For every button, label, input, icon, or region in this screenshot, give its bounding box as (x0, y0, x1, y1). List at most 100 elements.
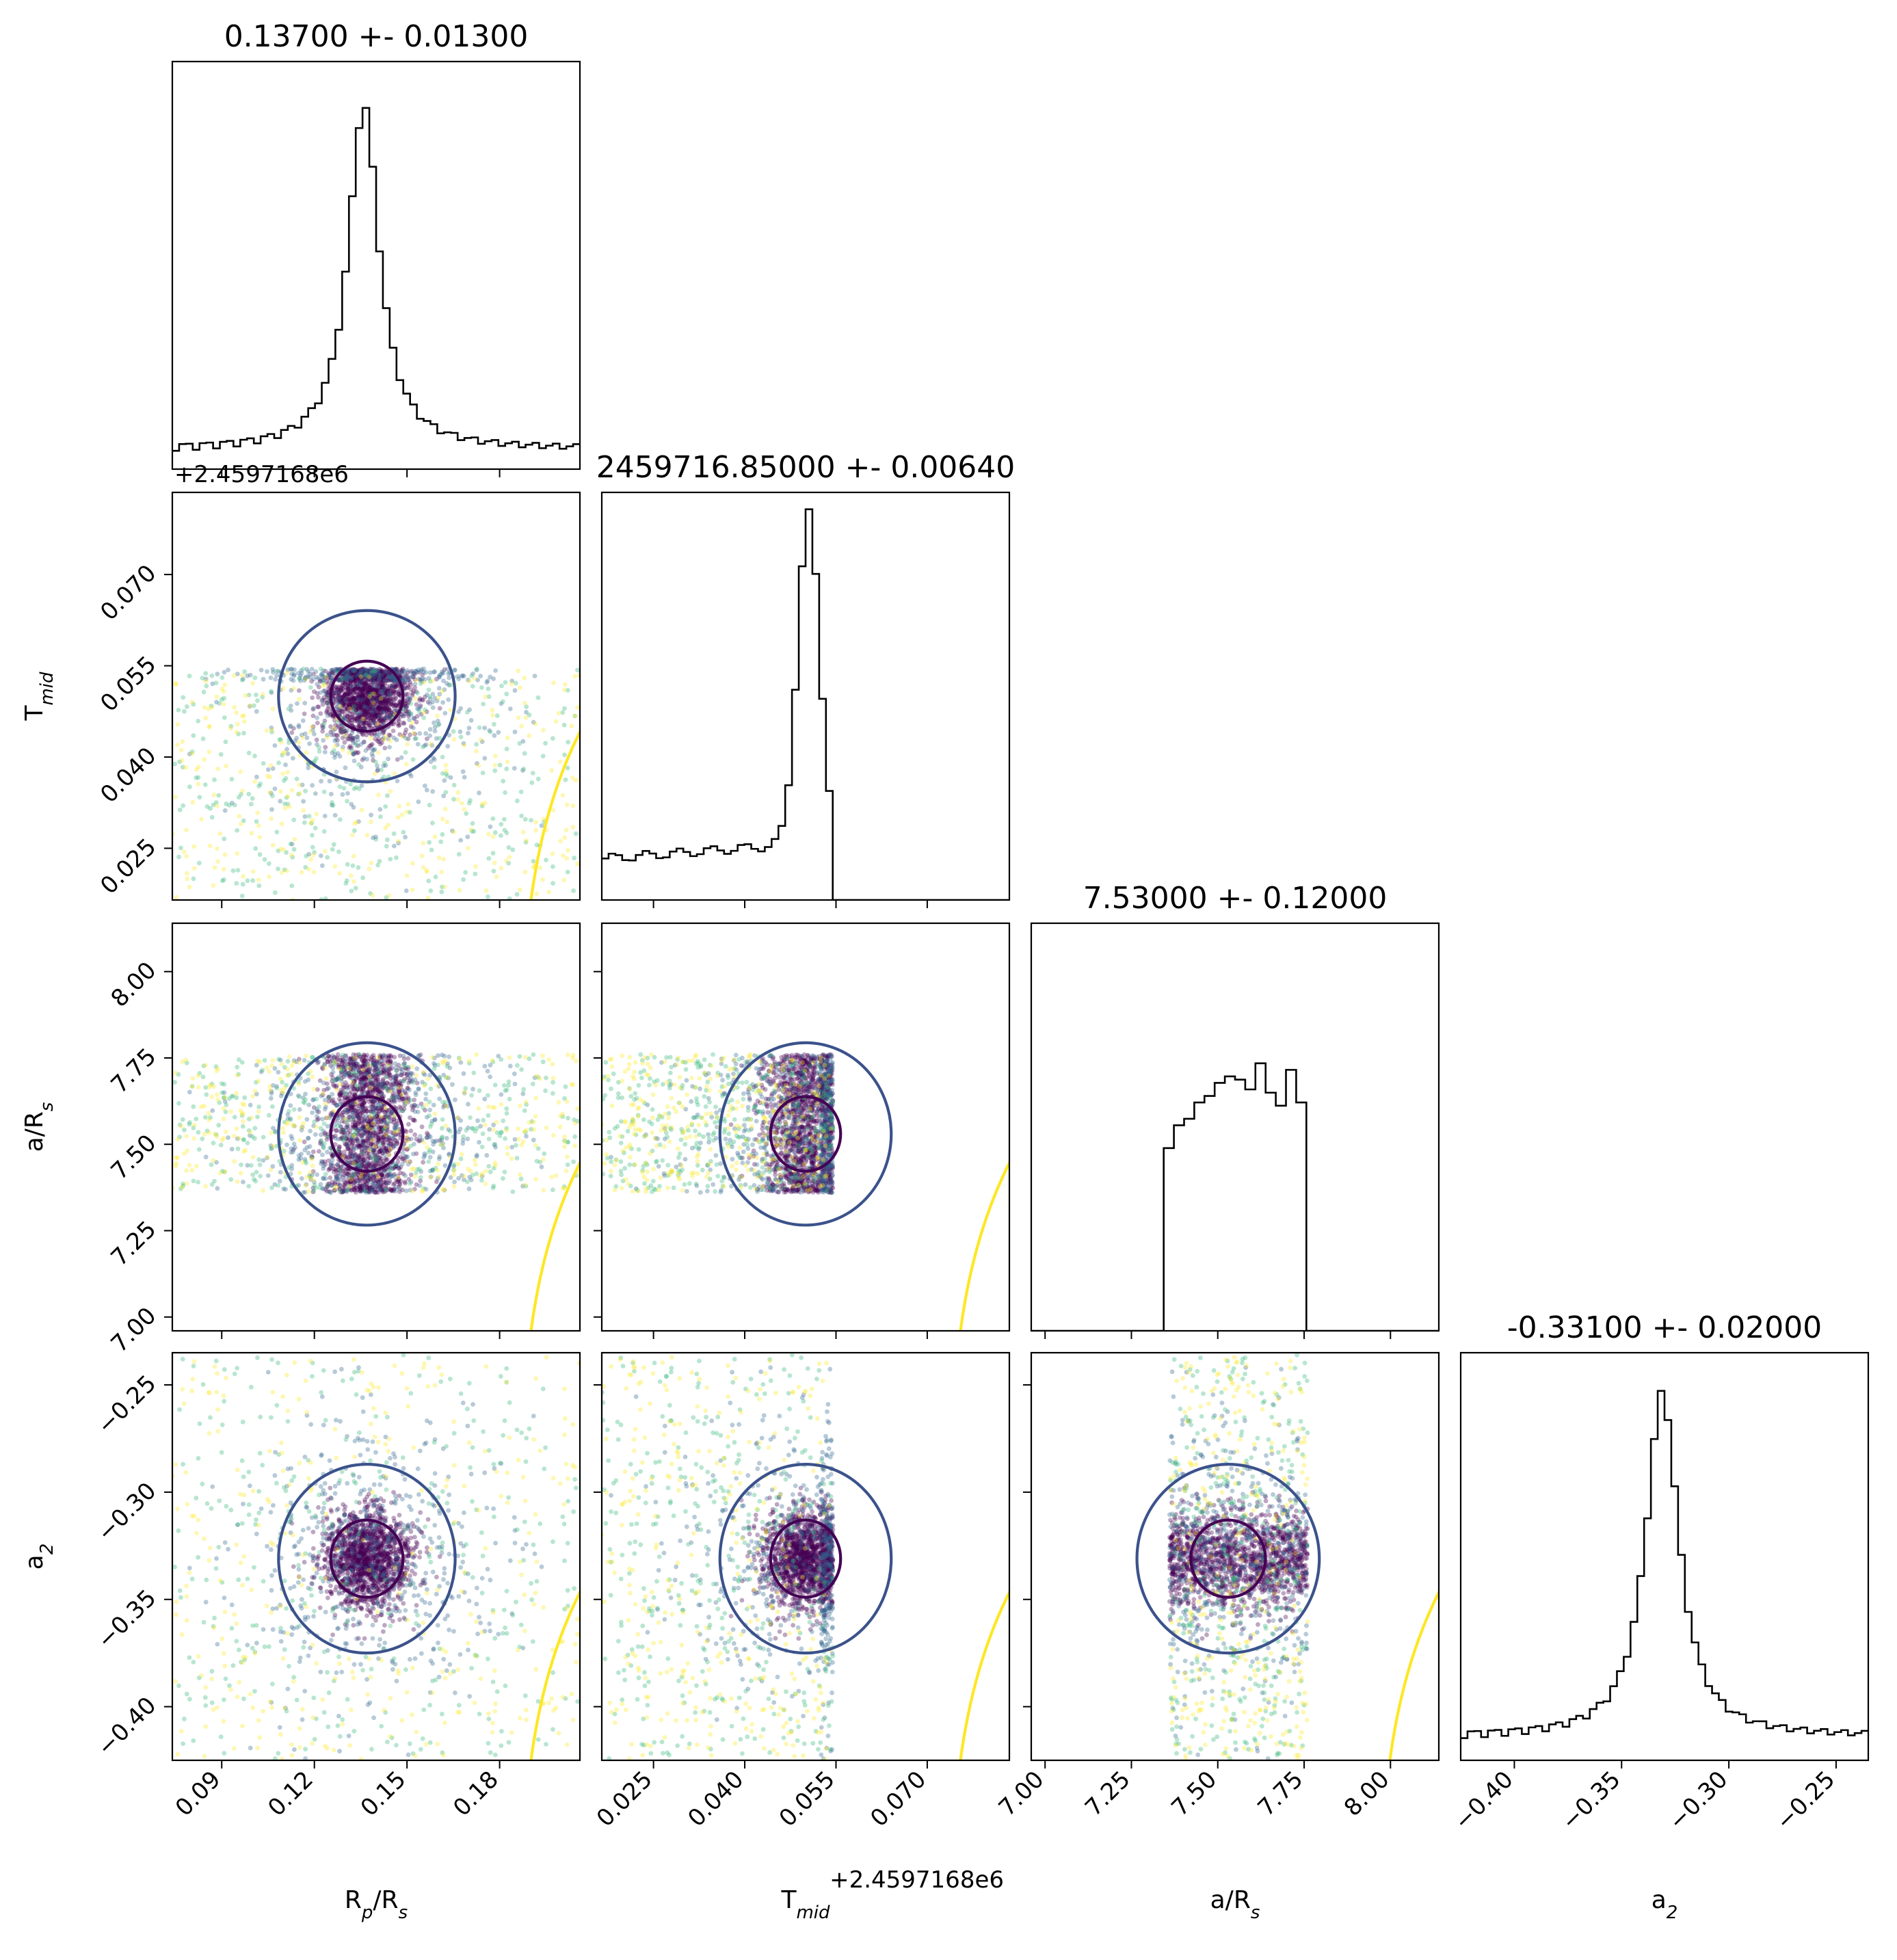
sample-point (445, 773, 450, 779)
sample-point (410, 887, 415, 892)
sample-point (381, 735, 386, 741)
sample-point (294, 776, 300, 782)
sample-point (351, 706, 356, 712)
sample-point (356, 1113, 361, 1119)
sample-point (388, 702, 394, 706)
sample-point (414, 1066, 420, 1072)
sample-point (322, 813, 328, 819)
sample-point (416, 676, 421, 682)
sample-point (340, 687, 345, 692)
sample-point (388, 789, 393, 794)
sample-point (364, 702, 369, 708)
sample-point (362, 668, 367, 674)
sample-point (360, 693, 366, 698)
sample-point (550, 881, 555, 886)
sample-point (340, 747, 345, 752)
sample-point (281, 778, 287, 783)
sample-point (255, 810, 261, 816)
sample-point (313, 1132, 318, 1137)
sample-point (424, 692, 429, 698)
sample-point (427, 1154, 433, 1160)
sample-point (342, 740, 347, 745)
sample-point (443, 1100, 449, 1105)
sample-point (356, 1085, 362, 1090)
sample-point (458, 706, 464, 711)
sample-point (372, 711, 377, 717)
sample-point (386, 674, 392, 678)
sample-point (310, 672, 316, 677)
sample-point (337, 711, 342, 716)
sample-point (365, 689, 371, 694)
sample-point (410, 691, 415, 696)
sample-point (474, 1171, 479, 1176)
sample-point (491, 869, 496, 874)
sample-point (546, 889, 552, 895)
sample-point (362, 708, 368, 714)
sample-point (395, 683, 401, 688)
sample-point (479, 1178, 484, 1183)
sample-point (347, 711, 352, 716)
sample-point (333, 667, 339, 672)
sample-point (361, 694, 367, 700)
sample-point (367, 672, 373, 677)
sample-point (361, 683, 367, 689)
sample-point (387, 692, 392, 698)
sample-point (485, 1068, 490, 1074)
sample-point (384, 706, 390, 711)
sample-point (301, 808, 306, 813)
sample-point (408, 711, 414, 716)
sample-point (285, 1059, 291, 1064)
sample-point (388, 708, 393, 713)
sample-point (364, 682, 370, 687)
sample-point (217, 831, 223, 836)
sample-point (344, 697, 349, 702)
sample-point (348, 873, 354, 879)
sample-point (356, 685, 361, 690)
sample-point (356, 701, 361, 706)
sample-point (371, 702, 377, 708)
sample-point (346, 736, 351, 741)
sample-point (455, 797, 460, 802)
sample-point (406, 1122, 411, 1127)
sample-point (406, 678, 411, 683)
sample-point (375, 1055, 381, 1060)
sample-point (352, 703, 358, 708)
sample-point (504, 858, 509, 864)
sample-point (383, 1067, 388, 1072)
sample-point (240, 1124, 246, 1129)
sample-point (246, 750, 252, 756)
sample-point (320, 725, 326, 730)
sample-point (410, 1071, 415, 1076)
sample-point (421, 840, 425, 846)
sample-point (344, 677, 349, 683)
sample-point (523, 715, 529, 720)
sample-point (519, 1067, 524, 1072)
sample-point (359, 674, 364, 679)
sample-point (362, 700, 367, 706)
sample-point (196, 782, 201, 787)
sample-point (353, 678, 358, 683)
sample-point (357, 706, 362, 712)
sample-point (443, 1123, 449, 1128)
sample-point (289, 788, 295, 793)
sample-point (501, 1118, 506, 1124)
sample-point (564, 1154, 570, 1159)
sample-point (562, 706, 567, 711)
sample-point (562, 682, 568, 687)
sample-point (274, 830, 280, 835)
sample-point (518, 789, 524, 795)
sample-point (457, 1126, 463, 1132)
sample-point (337, 754, 343, 759)
sample-point (358, 694, 364, 700)
sample-point (351, 676, 356, 682)
sample-point (367, 694, 372, 700)
sample-point (376, 700, 382, 705)
sample-point (346, 702, 351, 707)
sample-point (412, 716, 417, 721)
sample-point (396, 1175, 401, 1180)
sample-point (380, 696, 386, 702)
sample-point (355, 737, 360, 743)
sample-point (369, 747, 375, 752)
sample-point (382, 706, 387, 711)
sample-point (382, 760, 387, 766)
